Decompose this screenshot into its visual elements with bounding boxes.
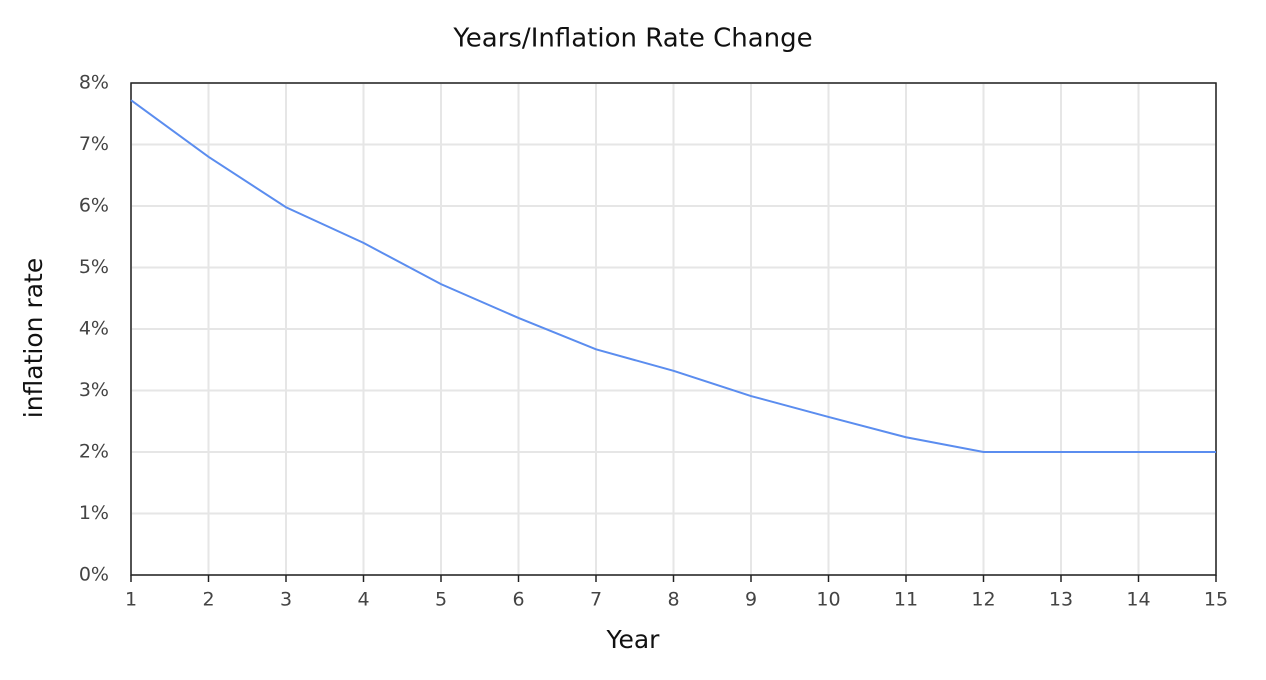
x-tick-label: 15 [1204, 589, 1228, 611]
x-tick-label: 5 [435, 589, 447, 611]
y-tick-label: 8% [79, 72, 109, 94]
x-tick-label: 7 [590, 589, 602, 611]
chart-title: Years/Inflation Rate Change [452, 24, 812, 54]
y-tick-label: 6% [79, 195, 109, 217]
y-axis-label: inflation rate [19, 258, 48, 418]
y-tick-label: 5% [79, 256, 109, 278]
y-tick-label: 0% [79, 564, 109, 586]
data-line [130, 99, 1216, 453]
x-tick-label: 4 [357, 589, 369, 611]
x-tick-label: 11 [894, 589, 918, 611]
x-tick-label: 13 [1049, 589, 1073, 611]
plot-border [130, 82, 1217, 576]
x-tick-label: 6 [512, 589, 524, 611]
x-tick-label: 12 [971, 589, 995, 611]
y-tick-label: 4% [79, 318, 109, 340]
x-tick-label: 2 [202, 589, 214, 611]
y-tick-label: 2% [79, 441, 109, 463]
x-tick-label: 8 [667, 589, 679, 611]
y-tick-label: 3% [79, 379, 109, 401]
x-tick-label: 3 [280, 589, 292, 611]
y-tick-label: 7% [79, 133, 109, 155]
x-tick-label: 10 [816, 589, 840, 611]
x-tick-label: 1 [125, 589, 137, 611]
x-tick-label: 9 [745, 589, 757, 611]
y-tick-label: 1% [79, 502, 109, 524]
x-tick-label: 14 [1126, 589, 1150, 611]
x-axis-label: Year [606, 625, 661, 654]
